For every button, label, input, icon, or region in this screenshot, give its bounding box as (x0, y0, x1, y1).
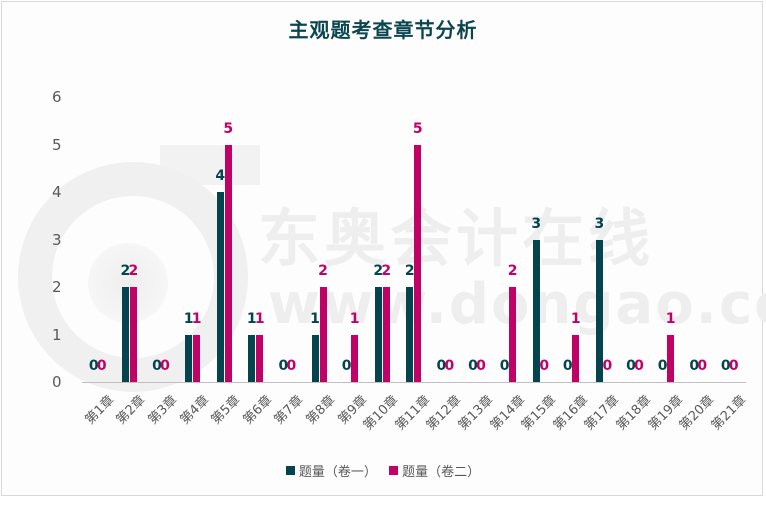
y-tick-label: 3 (52, 230, 62, 249)
data-label-series-2: 1 (349, 310, 360, 327)
data-label-series-1: 0 (689, 358, 700, 374)
legend-item-series-2[interactable]: 题量（卷二） (389, 461, 480, 480)
bar-series-2[interactable] (256, 334, 264, 382)
bar-series-1[interactable] (121, 287, 129, 382)
data-label-series-1: 3 (594, 215, 605, 232)
data-label-series-1: 0 (657, 358, 668, 374)
bar-series-1[interactable] (595, 239, 603, 382)
legend-item-series-1[interactable]: 题量（卷一） (285, 461, 377, 480)
watermark-text: 东奥会计在线 (258, 202, 655, 275)
bar-series-1[interactable] (216, 192, 224, 382)
legend: 题量（卷一） 题量（卷二） (0, 461, 766, 480)
data-label-series-2: 0 (539, 358, 550, 374)
bar-series-2[interactable] (351, 334, 359, 382)
y-tick-label: 4 (52, 183, 62, 201)
bar-series-2[interactable] (319, 287, 327, 382)
bar-series-2[interactable] (414, 144, 422, 382)
data-label-series-1: 1 (246, 310, 257, 327)
data-label-series-1: 2 (120, 263, 131, 279)
data-label-series-2: 0 (96, 358, 107, 374)
bar-series-1[interactable] (374, 287, 382, 382)
bar-series-1[interactable] (311, 334, 319, 382)
data-label-series-2: 2 (381, 263, 392, 279)
data-label-series-2: 1 (254, 310, 265, 327)
data-label-series-2: 0 (697, 358, 708, 374)
bar-series-1[interactable] (532, 239, 540, 382)
y-tick-label: 6 (52, 88, 62, 106)
bar-series-2[interactable] (224, 144, 232, 382)
y-tick-label: 5 (52, 135, 62, 154)
data-label-series-1: 2 (404, 263, 415, 279)
legend-swatch-icon (389, 466, 399, 475)
data-label-series-1: 0 (499, 358, 510, 374)
data-label-series-1: 0 (88, 358, 99, 374)
legend-label: 题量（卷一） (298, 465, 377, 480)
data-label-series-2: 0 (602, 358, 613, 374)
chart-title: 主观题考查章节分析 (288, 18, 478, 42)
data-label-series-2: 0 (444, 358, 455, 374)
data-label-series-2: 2 (318, 263, 328, 279)
data-label-series-2: 5 (412, 120, 423, 137)
bar-series-1[interactable] (406, 287, 414, 382)
watermark-url: www.dongao.com (268, 272, 766, 337)
data-label-series-2: 1 (570, 310, 581, 327)
data-label-series-1: 0 (562, 358, 573, 374)
data-label-series-2: 0 (728, 358, 739, 374)
data-label-series-1: 0 (278, 358, 289, 374)
data-label-series-1: 1 (183, 310, 194, 327)
data-label-series-2: 0 (160, 358, 170, 374)
legend-label: 题量（卷二） (402, 465, 481, 480)
data-label-series-2: 1 (191, 310, 202, 327)
bar-series-2[interactable] (572, 334, 580, 382)
bar-series-2[interactable] (509, 287, 517, 382)
data-label-series-1: 0 (341, 358, 352, 374)
data-label-series-2: 2 (507, 263, 518, 279)
y-tick-label: 0 (52, 373, 62, 391)
legend-swatch-icon (285, 466, 295, 475)
data-label-series-1: 0 (436, 358, 447, 374)
bar-series-2[interactable] (667, 334, 675, 382)
data-label-series-1: 0 (626, 358, 636, 374)
bar-series-1[interactable] (185, 334, 193, 382)
data-label-series-2: 2 (128, 263, 139, 279)
bar-series-2[interactable] (382, 287, 390, 382)
data-label-series-1: 2 (373, 263, 384, 279)
data-label-series-1: 3 (531, 215, 542, 232)
data-label-series-2: 0 (634, 358, 644, 374)
data-label-series-1: 0 (720, 358, 731, 374)
data-label-series-1: 0 (152, 358, 162, 374)
data-label-series-2: 0 (476, 358, 486, 374)
y-tick-label: 2 (52, 278, 62, 296)
x-axis-line (82, 382, 746, 383)
bar-series-1[interactable] (248, 334, 256, 382)
data-label-series-2: 0 (286, 358, 297, 374)
data-label-series-1: 1 (310, 310, 320, 327)
data-label-series-2: 1 (665, 310, 676, 327)
bar-series-2[interactable] (129, 287, 137, 382)
data-label-series-1: 0 (468, 358, 478, 374)
bar-series-2[interactable] (193, 334, 201, 382)
data-label-series-1: 4 (215, 168, 226, 184)
y-tick-label: 1 (52, 325, 62, 344)
data-label-series-2: 5 (223, 120, 234, 137)
